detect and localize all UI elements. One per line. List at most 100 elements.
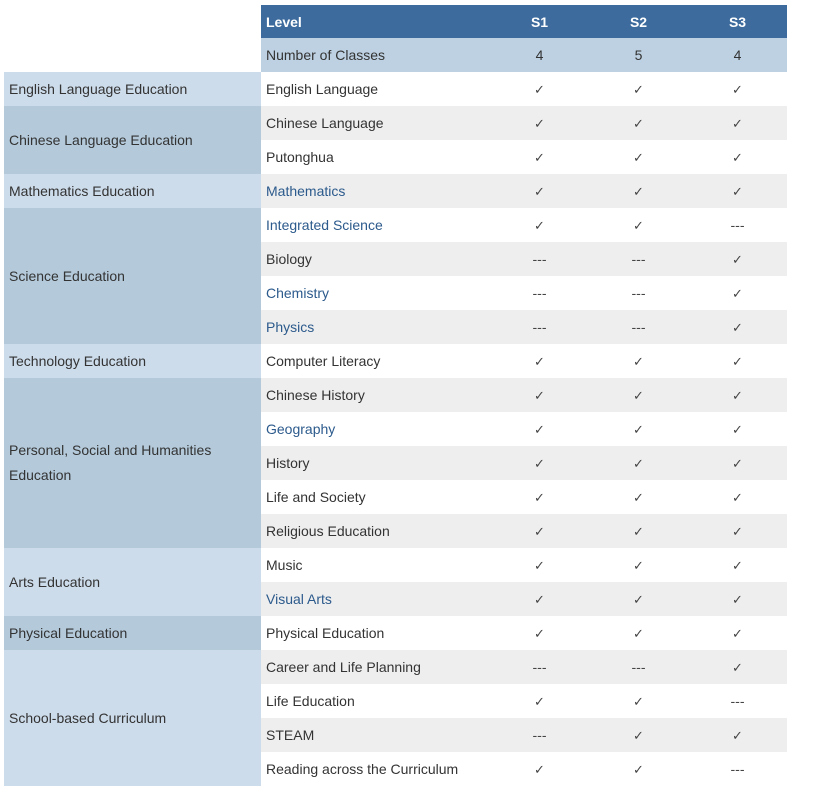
check-mark-icon: ✓ (732, 592, 743, 608)
level-s1-cell: --- (490, 718, 589, 752)
level-s3-cell: ✓ (688, 174, 787, 208)
check-mark-icon: ✓ (732, 184, 743, 200)
table-row: Arts Education Music ✓ ✓ ✓ (4, 548, 787, 616)
classes-s3-value: 4 (688, 38, 787, 72)
level-s1-cell: ✓ (490, 446, 589, 480)
subject-label: Chinese Language (266, 115, 384, 131)
check-mark-icon: ✓ (633, 116, 644, 132)
level-s3-cell: ✓ (688, 242, 787, 276)
table-row: Life and Society ✓ ✓ ✓ (4, 480, 787, 514)
subject-name: Physical Education (261, 616, 490, 650)
subject-link[interactable]: Visual Arts (261, 582, 490, 616)
level-s1-cell: ✓ (490, 140, 589, 174)
subject-name: Computer Literacy (261, 344, 490, 378)
level-s2-cell: ✓ (589, 514, 688, 548)
level-s1-cell: ✓ (490, 480, 589, 514)
check-mark-icon: ✓ (534, 762, 545, 778)
level-s2-cell: --- (589, 242, 688, 276)
subject-rows: English Language Education English Langua… (4, 72, 787, 786)
check-mark-icon: ✓ (732, 422, 743, 438)
check-mark-icon: ✓ (534, 354, 545, 370)
table-row: Chinese Language Education Chinese Langua… (4, 106, 787, 174)
not-offered-dash: --- (532, 728, 547, 744)
check-mark-icon: ✓ (732, 490, 743, 506)
subject-label[interactable]: Integrated Science (266, 217, 383, 233)
table-row: Biology --- --- ✓ (4, 242, 787, 276)
level-s1-cell: ✓ (490, 174, 589, 208)
level-s3-cell: ✓ (688, 378, 787, 412)
level-s3-cell: ✓ (688, 718, 787, 752)
number-of-classes-label: Number of Classes (261, 38, 490, 72)
check-mark-icon: ✓ (534, 82, 545, 98)
level-s3-cell: ✓ (688, 548, 787, 582)
not-offered-dash: --- (631, 660, 646, 676)
check-mark-icon: ✓ (633, 558, 644, 574)
subject-label: Life and Society (266, 489, 366, 505)
subject-label[interactable]: Geography (266, 421, 336, 437)
not-offered-dash: --- (631, 320, 646, 336)
check-mark-icon: ✓ (732, 388, 743, 404)
check-mark-icon: ✓ (633, 354, 644, 370)
level-s3-cell: --- (688, 208, 787, 242)
check-mark-icon: ✓ (534, 592, 545, 608)
level-s2-cell: ✓ (589, 72, 688, 106)
subject-link[interactable]: Chemistry (261, 276, 490, 310)
check-mark-icon: ✓ (534, 150, 545, 166)
level-s3-cell: ✓ (688, 140, 787, 174)
level-s3-cell: ✓ (688, 616, 787, 650)
level-s3-cell: ✓ (688, 480, 787, 514)
subject-label[interactable]: Physics (266, 319, 315, 335)
level-s1-cell: ✓ (490, 548, 589, 582)
check-mark-icon: ✓ (534, 116, 545, 132)
level-s1-cell: ✓ (490, 684, 589, 718)
kla-name: Science Education (4, 208, 261, 344)
check-mark-icon: ✓ (633, 456, 644, 472)
check-mark-icon: ✓ (633, 592, 644, 608)
table-row: English Language Education English Langua… (4, 72, 787, 106)
subject-link[interactable]: Integrated Science (261, 208, 490, 242)
check-mark-icon: ✓ (633, 626, 644, 642)
subject-label: Putonghua (266, 149, 334, 165)
check-mark-icon: ✓ (633, 422, 644, 438)
level-s1-cell: ✓ (490, 514, 589, 548)
level-s2-cell: --- (589, 310, 688, 344)
level-s2-cell: ✓ (589, 684, 688, 718)
level-s3-cell: ✓ (688, 412, 787, 446)
check-mark-icon: ✓ (633, 694, 644, 710)
kla-name: Physical Education (4, 616, 261, 650)
check-mark-icon: ✓ (534, 524, 545, 540)
table-row: School-based Curriculum Career and Life P… (4, 650, 787, 786)
subject-label: Chinese History (266, 387, 365, 403)
table-row: Mathematics Education Mathematics ✓ ✓ ✓ (4, 174, 787, 208)
level-s3-header: S3 (688, 5, 787, 38)
level-s3-cell: ✓ (688, 106, 787, 140)
subject-link[interactable]: Geography (261, 412, 490, 446)
table-row: Putonghua ✓ ✓ ✓ (4, 140, 787, 174)
subject-label[interactable]: Chemistry (266, 285, 330, 301)
subject-link[interactable]: Physics (261, 310, 490, 344)
subject-label[interactable]: Mathematics (266, 183, 346, 199)
check-mark-icon: ✓ (732, 456, 743, 472)
check-mark-icon: ✓ (633, 762, 644, 778)
not-offered-dash: --- (730, 694, 745, 710)
subject-link[interactable]: Mathematics (261, 174, 490, 208)
level-s3-cell: ✓ (688, 276, 787, 310)
subject-name: History (261, 446, 490, 480)
level-s2-cell: ✓ (589, 548, 688, 582)
level-s1-cell: --- (490, 650, 589, 684)
not-offered-dash: --- (532, 252, 547, 268)
not-offered-dash: --- (730, 218, 745, 234)
subject-name: English Language (261, 72, 490, 106)
level-s1-cell: ✓ (490, 412, 589, 446)
level-s1-cell: --- (490, 242, 589, 276)
table-row: STEAM --- ✓ ✓ (4, 718, 787, 752)
check-mark-icon: ✓ (633, 150, 644, 166)
level-s1-cell: --- (490, 276, 589, 310)
check-mark-icon: ✓ (534, 422, 545, 438)
check-mark-icon: ✓ (732, 728, 743, 744)
subject-name: Life and Society (261, 480, 490, 514)
subject-label: Life Education (266, 693, 355, 709)
check-mark-icon: ✓ (732, 524, 743, 540)
check-mark-icon: ✓ (732, 626, 743, 642)
subject-label[interactable]: Visual Arts (266, 591, 332, 607)
